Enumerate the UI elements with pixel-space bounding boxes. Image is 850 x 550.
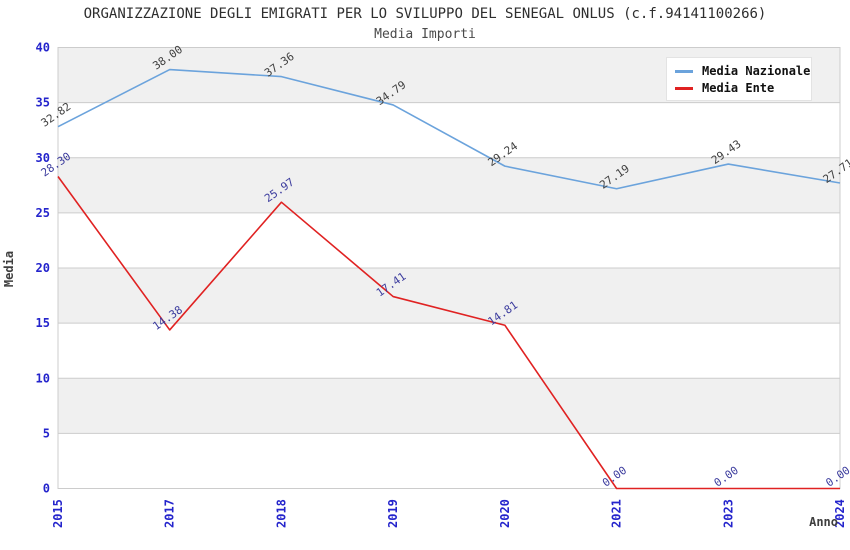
band-stripe (58, 212, 840, 268)
x-tick-label: 2023 (721, 499, 735, 528)
y-tick-label: 0 (43, 482, 50, 496)
y-tick-label: 35 (36, 96, 50, 110)
chart-title: ORGANIZZAZIONE DEGLI EMIGRATI PER LO SVI… (83, 6, 767, 22)
x-tick-label: 2024 (833, 499, 847, 528)
band-stripe (58, 323, 840, 379)
x-tick-label: 2019 (386, 499, 400, 528)
y-tick-label: 15 (36, 316, 50, 330)
x-tick-labels: 2015 2017 2018 2019 2020 2021 2023 2024 (51, 499, 847, 528)
band-stripe (58, 433, 840, 489)
y-axis-title: Media (2, 250, 16, 288)
legend-label: Media Ente (702, 81, 775, 95)
band-stripe (58, 378, 840, 434)
y-tick-label: 5 (43, 426, 50, 440)
series-line-media-nazionale (57, 68, 841, 190)
x-tick-label: 2021 (610, 499, 624, 528)
gridlines (58, 47, 840, 489)
media-ente-line-swatch (675, 86, 693, 90)
band-stripe (58, 102, 840, 158)
x-tick-label: 2018 (274, 499, 288, 528)
y-tick-labels: 0 5 10 15 20 25 30 35 40 (36, 41, 50, 496)
y-tick-label: 10 (36, 371, 50, 385)
y-tick-label: 30 (36, 151, 50, 165)
y-tick-label: 25 (36, 206, 50, 220)
band-stripe (58, 157, 840, 213)
legend-label: Media Nazionale (702, 64, 811, 78)
x-tick-label: 2017 (163, 499, 177, 528)
legend-item-media-nazionale: Media Nazionale (675, 63, 810, 79)
plot-border (57, 47, 841, 489)
band-stripe (58, 268, 840, 324)
x-axis-title: Anno (809, 515, 838, 529)
legend: Media Nazionale Media Ente (666, 57, 812, 101)
y-tick-label: 40 (36, 41, 50, 55)
background-bands (58, 47, 840, 489)
media-nazionale-line-swatch (675, 69, 693, 73)
y-tick-label: 20 (36, 261, 50, 275)
chart-subtitle: Media Importi (374, 27, 476, 42)
series-line-media-ente (57, 176, 840, 490)
legend-item-media-ente: Media Ente (675, 80, 805, 96)
x-tick-label: 2015 (51, 499, 65, 528)
x-tick-label: 2020 (498, 499, 512, 528)
